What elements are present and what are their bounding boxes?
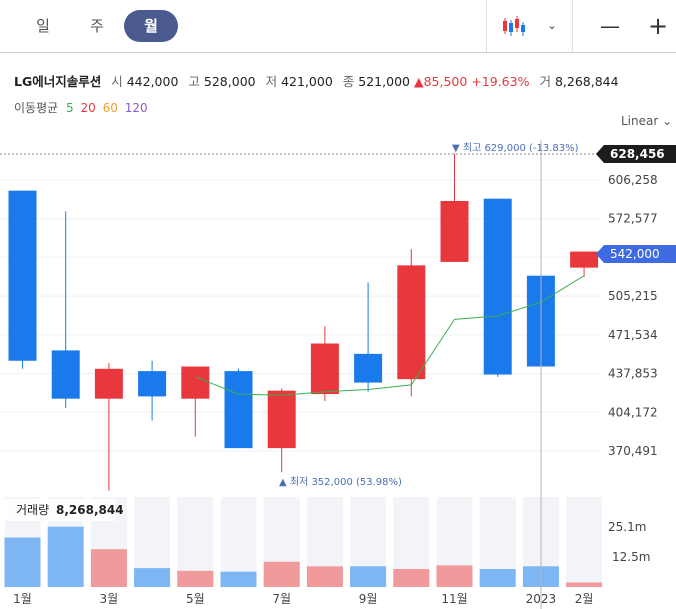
- low-label: 저: [265, 74, 278, 89]
- volume-value: 8,268,844: [554, 74, 619, 89]
- candle-body: [397, 265, 426, 380]
- x-axis-label: 11월: [441, 592, 467, 606]
- candlestick-icon[interactable]: [498, 10, 528, 42]
- x-axis-label: 2023: [526, 592, 557, 606]
- zoom-in-button[interactable]: +: [644, 10, 672, 42]
- volume-bar: [479, 569, 516, 587]
- volume-total: 8,268,844: [56, 503, 124, 517]
- low-annotation: ▲ 최저 352,000 (53.98%): [279, 476, 402, 488]
- volume-bar: [263, 561, 300, 587]
- chevron-down-icon: ⌄: [547, 19, 557, 32]
- price-tick-label: 505,215: [608, 289, 658, 303]
- volume-bar: [220, 571, 257, 587]
- change-percent: +19.63%: [471, 74, 530, 89]
- minus-icon: —: [600, 14, 620, 38]
- x-axis-label: 3월: [100, 592, 119, 606]
- candle-body: [181, 366, 210, 399]
- x-axis-label: 2월: [575, 592, 594, 606]
- candle-body: [310, 343, 339, 395]
- volume-bars: [4, 526, 603, 587]
- toolbar-divider-2: [572, 0, 573, 52]
- volume-bar: [47, 526, 84, 587]
- volume-bar: [436, 565, 473, 587]
- last-price-tag: 542,000: [596, 245, 676, 263]
- open-value: 442,000: [126, 74, 179, 89]
- close-value: 521,000: [358, 74, 410, 89]
- open-label: 시: [111, 74, 123, 89]
- stock-summary: LG에너지솔루션 시 442,000 고 528,000 저 421,000 종…: [14, 71, 619, 90]
- moving-average-legend[interactable]: 이동평균 5 20 60 120: [14, 99, 148, 116]
- volume-bar: [566, 582, 603, 587]
- ma-120: 120: [124, 101, 148, 115]
- high-label: 고: [188, 74, 200, 89]
- x-axis-label: 1월: [13, 592, 32, 606]
- close-label: 종: [342, 74, 355, 89]
- tab-month[interactable]: 월: [124, 10, 178, 42]
- chart-type-dropdown[interactable]: ⌄: [540, 10, 564, 42]
- candle-body: [94, 368, 123, 399]
- volume-bar: [4, 537, 41, 587]
- volume-slot: [566, 497, 603, 587]
- scale-selector[interactable]: Linear ⌄: [621, 114, 673, 128]
- high-value: 528,000: [203, 74, 256, 89]
- candle-body: [570, 251, 599, 268]
- ma5-line: [195, 275, 585, 396]
- low-value: 421,000: [281, 74, 333, 89]
- candle-bodies: [8, 190, 599, 449]
- candle-body: [51, 350, 80, 399]
- volume-tick-low: 12.5m: [612, 550, 650, 564]
- last-price-value: 542,000: [610, 247, 660, 261]
- ma-label: 이동평균: [14, 101, 59, 115]
- price-tick-label: 404,172: [608, 405, 658, 419]
- volume-bar: [90, 549, 127, 587]
- volume-title: 거래량: [16, 503, 49, 517]
- current-price-value: 628,456: [610, 147, 665, 161]
- volume-bar: [134, 568, 171, 587]
- change-value: ▲85,500: [413, 74, 468, 89]
- volume-bar: [306, 566, 343, 587]
- period-toolbar: 일 주 월 ⌄ — +: [0, 0, 676, 53]
- volume-bar: [177, 570, 214, 587]
- stock-name: LG에너지솔루션: [14, 74, 102, 89]
- volume-bar: [393, 569, 430, 587]
- ma-60: 60: [102, 101, 118, 115]
- volume-bar: [350, 566, 387, 587]
- x-axis-labels: 1월 3월 5월 7월 9월 11월 2023 2월: [13, 592, 593, 606]
- ma-5: 5: [66, 101, 74, 115]
- volume-label: 거: [539, 74, 551, 89]
- price-tick-label: 606,258: [608, 173, 658, 187]
- volume-tick-high: 25.1m: [608, 520, 646, 534]
- price-tick-label: 437,853: [608, 367, 658, 381]
- candle-body: [483, 198, 512, 375]
- candle-body: [440, 200, 469, 262]
- plus-icon: +: [647, 12, 669, 40]
- tab-day[interactable]: 일: [36, 17, 50, 35]
- x-axis-label: 9월: [359, 592, 378, 606]
- price-tick-label: 572,577: [608, 212, 658, 226]
- candle-body: [267, 390, 296, 449]
- x-axis-label: 5월: [186, 592, 205, 606]
- candle-body: [224, 371, 253, 449]
- zoom-out-button[interactable]: —: [596, 10, 624, 42]
- price-tick-label: 471,534: [608, 328, 658, 342]
- tab-week[interactable]: 주: [90, 17, 104, 35]
- candle-body: [8, 190, 37, 361]
- toolbar-divider: [486, 0, 487, 52]
- current-price-tag: 628,456: [596, 145, 676, 163]
- candle-body: [354, 353, 383, 383]
- price-tick-label: 370,491: [608, 444, 658, 458]
- candle-body: [138, 371, 167, 397]
- price-ticks: 606,258 572,577 505,215 471,534 437,853 404,1…: [608, 173, 658, 458]
- x-axis-label: 7월: [272, 592, 291, 606]
- ma-20: 20: [80, 101, 96, 115]
- high-annotation: ▼ 최고 629,000 (-13.83%): [452, 142, 579, 154]
